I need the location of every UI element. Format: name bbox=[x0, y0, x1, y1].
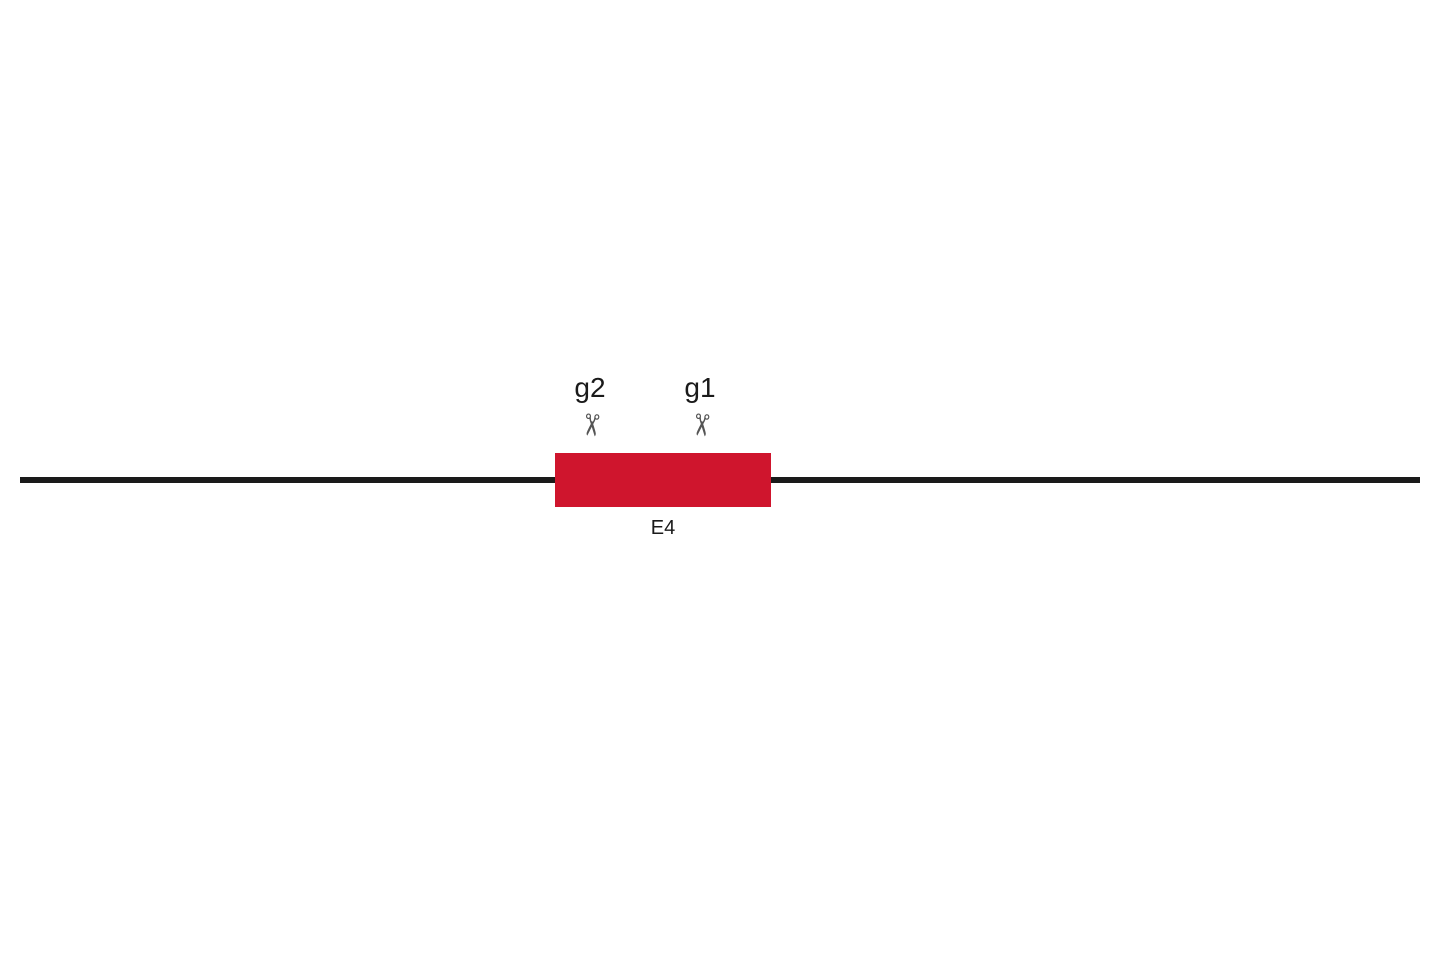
exon-label: E4 bbox=[555, 517, 771, 540]
exon-box bbox=[555, 453, 771, 507]
scissors-icon: ✂ bbox=[683, 399, 717, 451]
gene-diagram: E4 g2✂g1✂ bbox=[0, 0, 1440, 960]
scissors-icon: ✂ bbox=[573, 399, 607, 451]
